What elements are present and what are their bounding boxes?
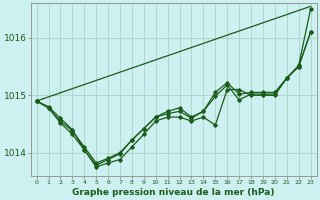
X-axis label: Graphe pression niveau de la mer (hPa): Graphe pression niveau de la mer (hPa) xyxy=(72,188,275,197)
